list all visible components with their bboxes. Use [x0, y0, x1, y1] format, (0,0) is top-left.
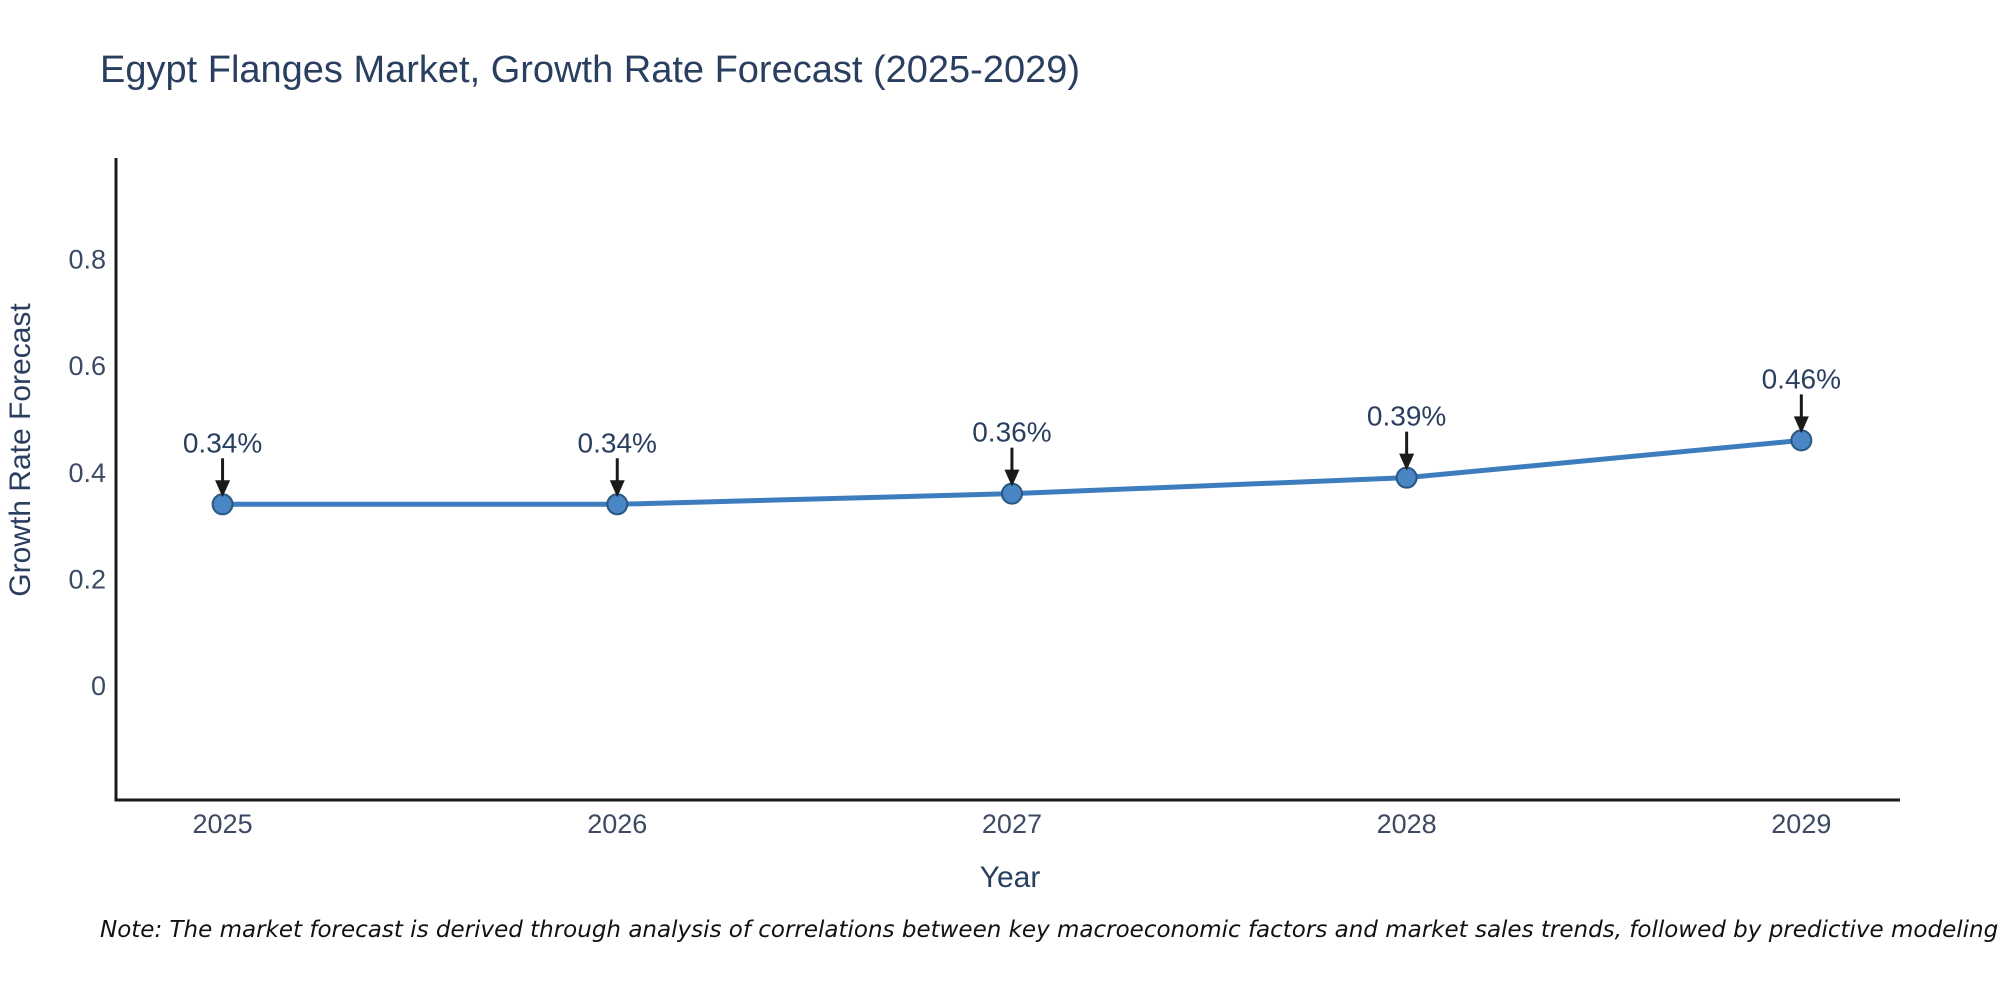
x-tick-label: 2025 — [193, 809, 253, 839]
annotation-arrow-head — [215, 480, 231, 498]
data-point-label: 0.34% — [183, 427, 262, 458]
annotation-arrow-head — [1793, 416, 1809, 434]
data-point-label: 0.36% — [972, 417, 1051, 448]
y-tick-label: 0 — [91, 671, 106, 701]
footnote: Note: The market forecast is derived thr… — [100, 917, 2000, 943]
data-point-label: 0.46% — [1762, 363, 1841, 394]
x-tick-label: 2029 — [1771, 809, 1831, 839]
y-tick-label: 0.8 — [68, 245, 106, 275]
x-tick-label: 2026 — [587, 809, 647, 839]
y-tick-label: 0.4 — [68, 458, 106, 488]
chart-title: Egypt Flanges Market, Growth Rate Foreca… — [100, 49, 1080, 91]
x-tick-label: 2028 — [1377, 809, 1437, 839]
annotation-arrow-head — [609, 480, 625, 498]
x-tick-label: 2027 — [982, 809, 1042, 839]
x-axis-title: Year — [980, 861, 1041, 894]
y-tick-label: 0.2 — [68, 564, 106, 594]
y-axis-title: Growth Rate Forecast — [4, 303, 37, 597]
annotation-arrow-head — [1004, 469, 1020, 487]
annotation-arrow-head — [1399, 453, 1415, 471]
plot-area: 0 0.2 0.4 0.6 0.8 2025 2026 2027 2028 2029 0.34% 0.… — [68, 158, 1900, 839]
data-point-label: 0.34% — [578, 427, 657, 458]
data-point-label: 0.39% — [1367, 401, 1446, 432]
y-tick-label: 0.6 — [68, 351, 106, 381]
